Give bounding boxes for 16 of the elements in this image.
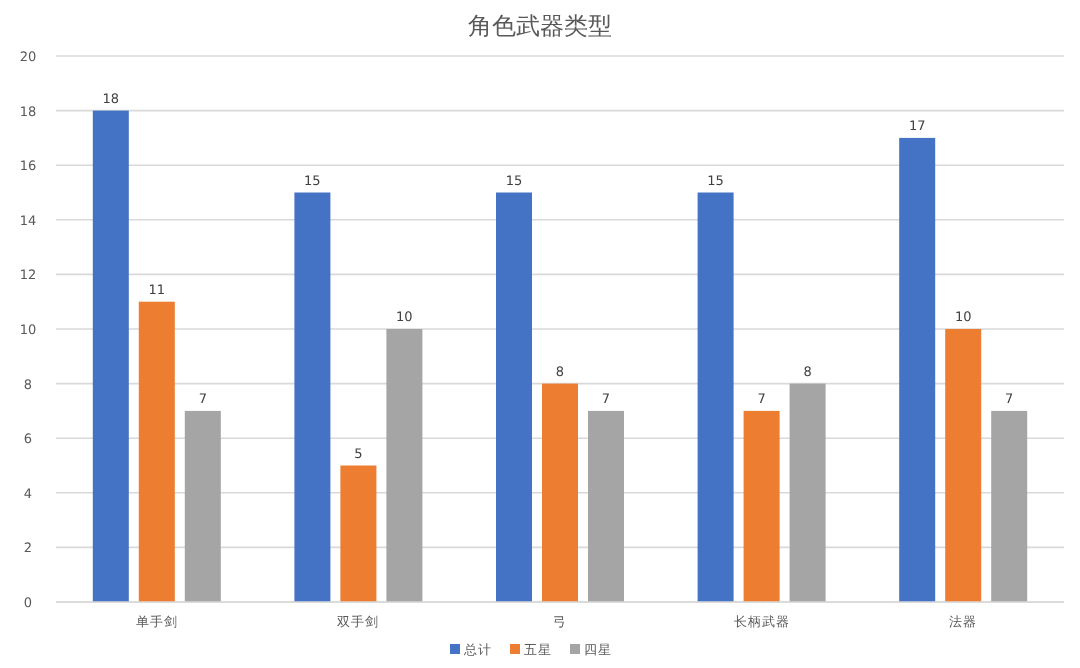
bar	[945, 329, 982, 602]
bar	[991, 410, 1028, 602]
bar	[743, 410, 780, 602]
bar	[386, 329, 423, 602]
bar	[789, 383, 826, 602]
bar	[588, 410, 624, 602]
bar	[92, 110, 129, 602]
bar	[697, 192, 734, 602]
bar	[138, 301, 175, 602]
bar	[340, 465, 377, 602]
chart-title: 角色武器类型	[468, 12, 612, 40]
bar	[542, 383, 578, 602]
bar	[184, 410, 221, 602]
bar	[294, 192, 331, 602]
bar	[496, 192, 532, 602]
bar	[899, 137, 936, 602]
